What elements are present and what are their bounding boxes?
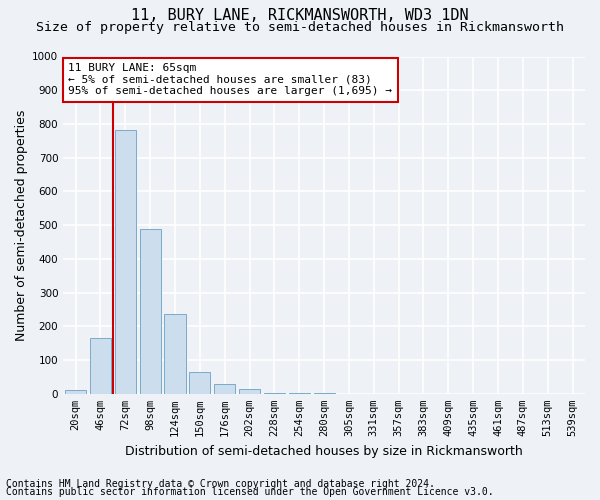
Text: 11 BURY LANE: 65sqm
← 5% of semi-detached houses are smaller (83)
95% of semi-de: 11 BURY LANE: 65sqm ← 5% of semi-detache… xyxy=(68,63,392,96)
Text: Contains HM Land Registry data © Crown copyright and database right 2024.: Contains HM Land Registry data © Crown c… xyxy=(6,479,435,489)
Bar xyxy=(214,384,235,394)
Bar xyxy=(239,388,260,394)
Bar xyxy=(90,338,111,394)
Text: 11, BURY LANE, RICKMANSWORTH, WD3 1DN: 11, BURY LANE, RICKMANSWORTH, WD3 1DN xyxy=(131,8,469,22)
X-axis label: Distribution of semi-detached houses by size in Rickmansworth: Distribution of semi-detached houses by … xyxy=(125,444,523,458)
Text: Contains public sector information licensed under the Open Government Licence v3: Contains public sector information licen… xyxy=(6,487,494,497)
Text: Size of property relative to semi-detached houses in Rickmansworth: Size of property relative to semi-detach… xyxy=(36,21,564,34)
Bar xyxy=(164,314,185,394)
Bar xyxy=(65,390,86,394)
Bar xyxy=(140,228,161,394)
Y-axis label: Number of semi-detached properties: Number of semi-detached properties xyxy=(15,110,28,341)
Bar xyxy=(189,372,211,394)
Bar xyxy=(264,393,285,394)
Bar xyxy=(115,130,136,394)
